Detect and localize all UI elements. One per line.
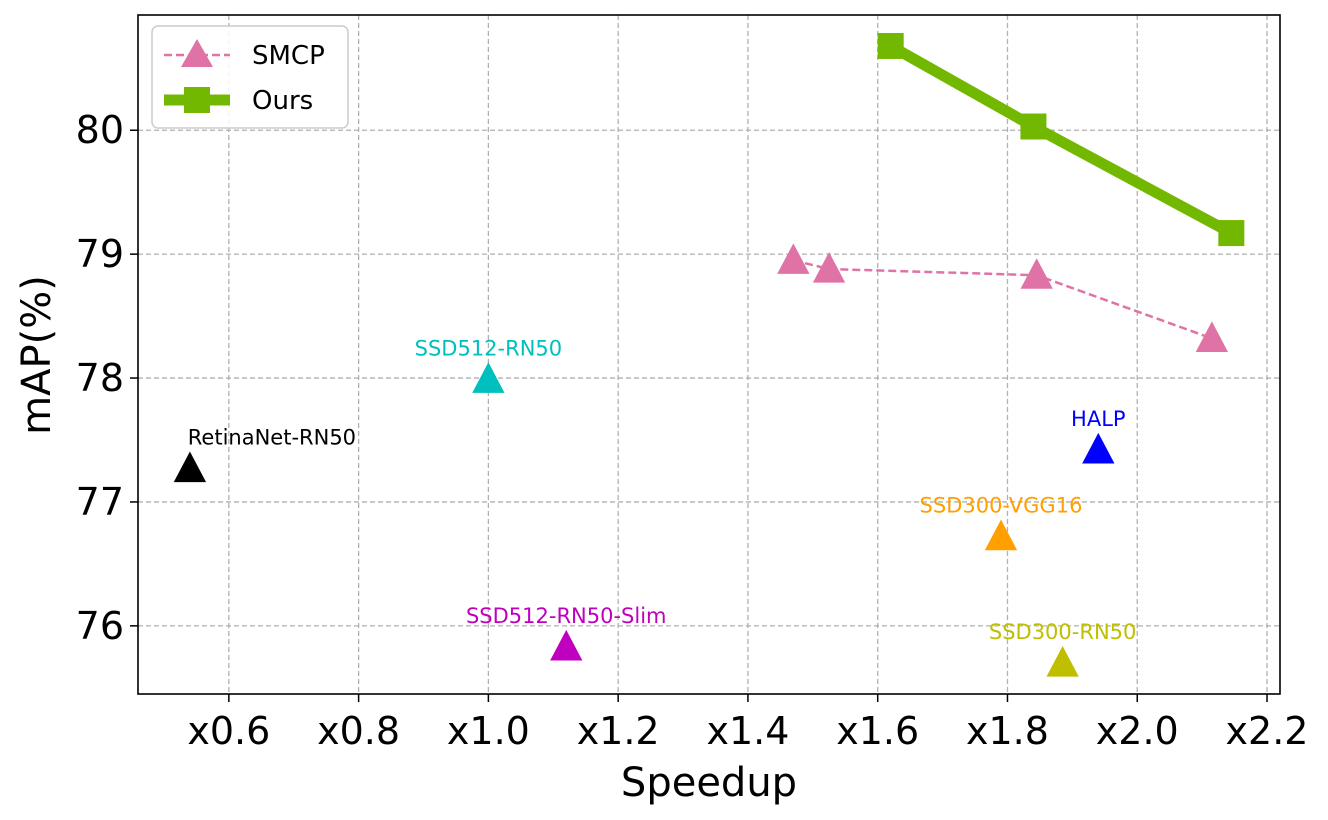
point-label-ssd512-rn50-slim: SSD512-RN50-Slim — [466, 604, 667, 628]
point-smcp — [777, 243, 810, 274]
point-label-halp: HALP — [1071, 407, 1126, 431]
point-ours — [877, 32, 904, 59]
point-ours — [1218, 220, 1245, 247]
axis-ticks: x0.6 x0.8 x1.0 x1.2 x1.4 x1.6 x1.8 x2.0 x2.2 76 77… — [76, 108, 1309, 753]
point-label-ssd300-rn50: SSD300-RN50 — [989, 620, 1137, 644]
point-label-ssd512-rn50: SSD512-RN50 — [415, 336, 563, 360]
data-markers — [173, 32, 1245, 677]
point-smcp — [812, 252, 846, 283]
plot-frame — [137, 14, 1281, 695]
x-axis-title: Speedup — [621, 760, 797, 806]
legend-smcp-marker — [181, 39, 213, 67]
y-tick-label: 77 — [76, 480, 124, 524]
x-tick-label: x1.4 — [706, 709, 789, 753]
legend-smcp-label: SMCP — [252, 41, 325, 71]
y-tick-label: 78 — [76, 356, 124, 400]
y-tick-label: 80 — [76, 108, 124, 152]
x-tick-label: x0.6 — [187, 709, 270, 753]
point-label-ssd300-vgg16: SSD300-VGG16 — [920, 494, 1083, 518]
x-tick-label: x2.2 — [1226, 709, 1309, 753]
y-axis-title: mAP(%) — [14, 275, 60, 435]
point-label-retinanet-rn50: RetinaNet-RN50 — [188, 425, 356, 449]
point-smcp — [1195, 321, 1229, 352]
x-tick-label: x2.0 — [1096, 709, 1179, 753]
legend-ours-label: Ours — [252, 86, 313, 116]
x-tick-label: x1.6 — [836, 709, 919, 753]
point-ours — [1020, 113, 1047, 140]
grid-lines — [138, 15, 1280, 694]
legend: SMCP Ours — [151, 25, 349, 129]
y-tick-label: 79 — [76, 232, 124, 276]
y-tick-label: 76 — [76, 604, 124, 648]
point-smcp — [1020, 258, 1053, 289]
point-halp — [1082, 432, 1115, 464]
x-tick-label: x1.8 — [966, 709, 1049, 753]
point-retinanet-rn50 — [173, 451, 207, 483]
point-ssd300-rn50 — [1046, 646, 1079, 677]
series-line-smcp — [793, 259, 1213, 340]
point-ssd300-vgg16 — [984, 519, 1018, 551]
point-ssd512-rn50 — [472, 362, 505, 393]
point-ssd512-rn50-slim — [550, 629, 583, 661]
point-labels: RetinaNet-RN50 SSD512-RN50 SSD512-RN50-Sli… — [188, 336, 1137, 644]
legend-ours-marker — [184, 87, 210, 113]
x-tick-label: x0.8 — [317, 709, 400, 753]
x-tick-label: x1.2 — [577, 709, 660, 753]
x-tick-label: x1.0 — [447, 709, 530, 753]
